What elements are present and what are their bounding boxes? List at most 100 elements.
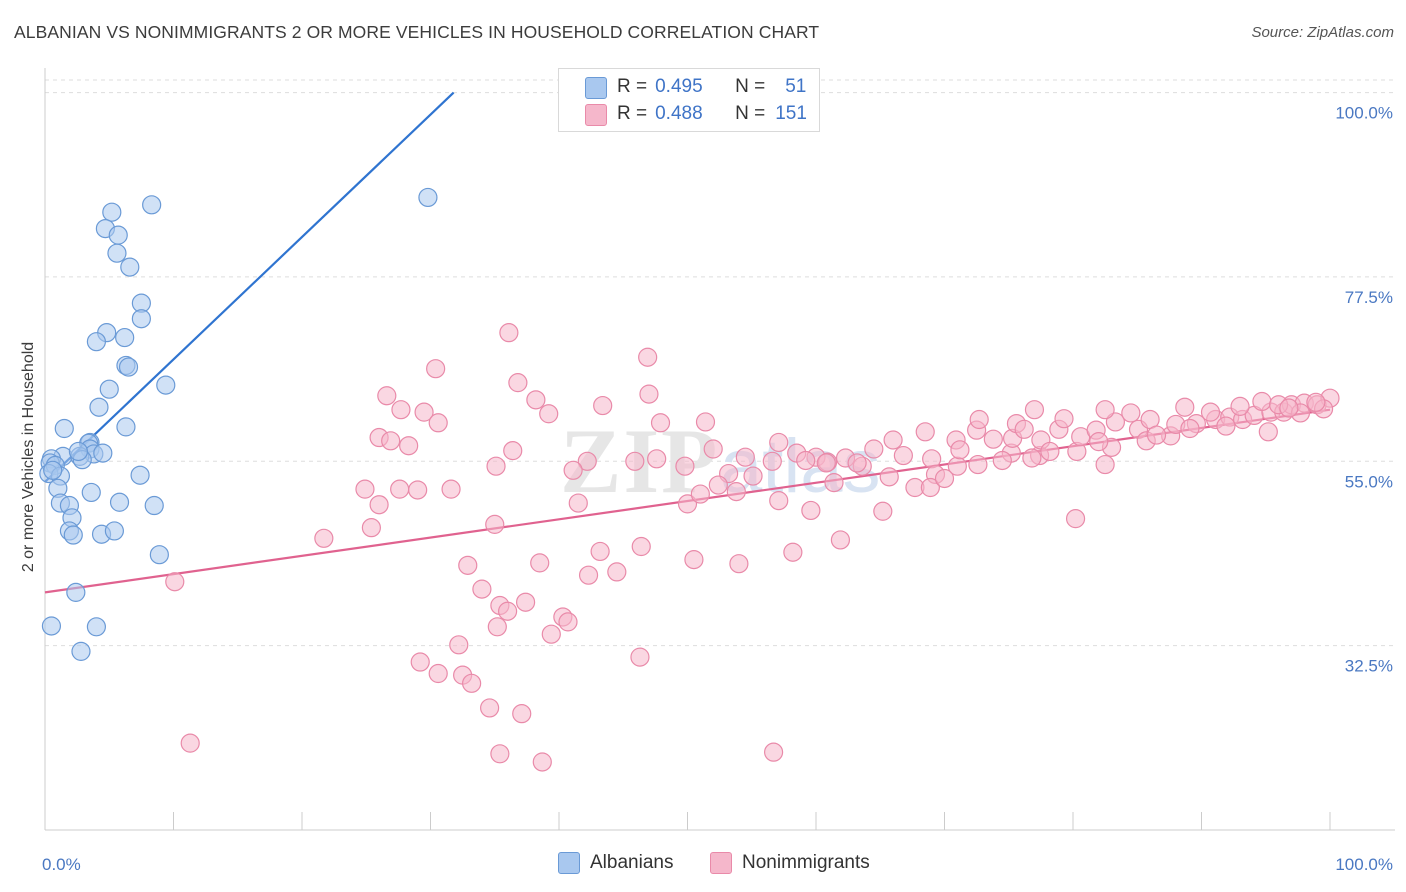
- nonimmigrants-point: [726, 482, 746, 502]
- nonimmigrants-point: [735, 447, 755, 467]
- nonimmigrants-point: [1279, 398, 1299, 418]
- nonimmigrants-point: [729, 554, 749, 574]
- nonimmigrants-point: [377, 386, 397, 406]
- nonimmigrants-point: [390, 479, 410, 499]
- nonimmigrants-point: [165, 572, 185, 592]
- legend-row-nonimmigrants: R = 0.488 N = 151: [617, 101, 807, 127]
- legend-r-value: 0.488: [655, 103, 703, 124]
- nonimmigrants-point: [512, 704, 532, 724]
- albanians-trend-line: [44, 91, 455, 483]
- nonimmigrants-point: [830, 530, 851, 550]
- nonimmigrants-point: [472, 579, 492, 599]
- nonimmigrants-point: [1200, 402, 1221, 422]
- nonimmigrants-point: [503, 441, 523, 461]
- albanians-point: [120, 257, 140, 277]
- nonimmigrants-point: [578, 565, 599, 585]
- nonimmigrants-point: [650, 413, 671, 433]
- nonimmigrants-point: [1121, 403, 1141, 423]
- nonimmigrants-point: [1024, 400, 1045, 420]
- legend-n-value: 151: [775, 103, 807, 124]
- nonimmigrants-point: [381, 431, 401, 451]
- nonimmigrants-point: [563, 460, 583, 480]
- nonimmigrants-point: [414, 402, 434, 422]
- albanians-point: [81, 482, 101, 503]
- albanians-point: [99, 379, 119, 399]
- nonimmigrants-point: [864, 439, 884, 459]
- albanians-point: [108, 225, 128, 245]
- nonimmigrants-point: [369, 495, 389, 515]
- nonimmigrants-point: [708, 475, 728, 495]
- albanians-point: [107, 243, 127, 263]
- albanians-point: [118, 357, 139, 377]
- nonimmigrants-point: [355, 479, 375, 499]
- nonimmigrants-point: [498, 601, 518, 621]
- albanians-swatch: [558, 852, 580, 874]
- nonimmigrants-point: [515, 592, 536, 612]
- legend-n-value: 51: [785, 76, 807, 97]
- nonimmigrants-point: [428, 663, 448, 684]
- nonimmigrants-point: [1095, 400, 1115, 420]
- legend-n-label: N =: [735, 103, 766, 124]
- nonimmigrants-point: [532, 752, 552, 772]
- nonimmigrants-point: [361, 518, 381, 538]
- nonimmigrants-point: [1022, 448, 1042, 468]
- nonimmigrants-point: [934, 468, 955, 489]
- nonimmigrants-point: [530, 553, 550, 573]
- nonimmigrants-point: [607, 562, 627, 582]
- nonimmigrants-point: [1089, 432, 1109, 452]
- nonimmigrants-point: [180, 733, 200, 753]
- nonimmigrants-point: [458, 555, 478, 575]
- nonimmigrants-point: [969, 409, 989, 430]
- nonimmigrants-point: [638, 347, 658, 367]
- nonimmigrants-point: [1146, 425, 1167, 445]
- nonimmigrants-point: [1054, 409, 1074, 429]
- nonimmigrants-label: Nonimmigrants: [742, 852, 870, 873]
- nonimmigrants-point: [1065, 509, 1086, 529]
- nonimmigrants-point: [490, 744, 510, 764]
- nonimmigrants-point: [441, 479, 461, 499]
- nonimmigrants-point: [677, 494, 698, 514]
- nonimmigrants-point: [625, 451, 645, 471]
- nonimmigrants-point: [1040, 441, 1060, 462]
- nonimmigrants-point: [1258, 422, 1278, 442]
- nonimmigrants-point: [1252, 391, 1272, 412]
- nonimmigrants-point: [684, 550, 704, 570]
- nonimmigrants-point: [703, 439, 723, 459]
- albanians-point: [86, 332, 107, 352]
- albanians-point: [131, 309, 151, 329]
- albanians-point: [93, 443, 113, 463]
- nonimmigrants-point: [847, 453, 867, 473]
- nonimmigrants-point: [968, 454, 988, 475]
- nonimmigrants-point: [314, 528, 334, 548]
- albanians-point: [63, 525, 83, 545]
- nonimmigrants-point: [920, 477, 940, 498]
- albanians-point: [109, 492, 130, 512]
- albanians-point: [130, 465, 150, 485]
- nonimmigrants-point: [1306, 392, 1326, 412]
- x-tick-labels: 0.0% 100.0%: [42, 855, 1393, 874]
- nonimmigrants-point: [950, 440, 970, 460]
- nonimmigrants-point: [1105, 412, 1126, 432]
- nonimmigrants-point: [508, 373, 528, 393]
- albanians-point: [66, 582, 86, 602]
- nonimmigrants-point: [1095, 454, 1115, 475]
- nonimmigrants-point: [824, 472, 844, 493]
- nonimmigrants-point: [762, 451, 782, 471]
- y-tick-labels: 100.0% 77.5% 55.0% 32.5%: [1335, 104, 1393, 676]
- nonimmigrants-point: [399, 436, 419, 456]
- trend-lines: [44, 91, 1331, 594]
- nonimmigrants-point: [992, 450, 1012, 471]
- y-tick-label: 77.5%: [1345, 288, 1393, 307]
- nonimmigrants-point: [630, 647, 650, 667]
- albanians-point: [71, 641, 91, 661]
- nonimmigrants-point: [690, 484, 710, 504]
- nonimmigrants-point: [873, 501, 893, 521]
- albanians-point: [43, 460, 63, 480]
- nonimmigrants-point: [915, 422, 935, 442]
- nonimmigrants-point: [883, 430, 903, 450]
- nonimmigrants-point: [593, 395, 613, 416]
- nonimmigrants-point: [1216, 416, 1236, 436]
- nonimmigrants-point: [879, 467, 899, 487]
- legend-r-label: R =: [617, 76, 648, 97]
- bottom-legend-nonimmigrants: Nonimmigrants: [710, 852, 870, 874]
